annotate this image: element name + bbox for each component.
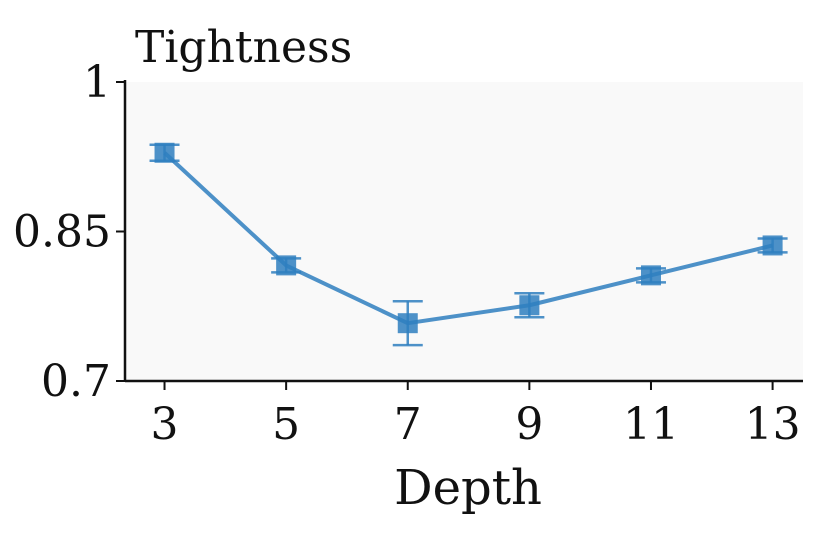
data-point-marker: [762, 235, 783, 256]
data-point-marker: [276, 255, 297, 276]
data-point-marker: [397, 313, 418, 334]
x-tick-label: 9: [515, 399, 543, 450]
y-tick-label: 0.85: [13, 207, 111, 258]
x-axis-title: Depth: [394, 460, 542, 516]
x-ticks: 3 5 7 9 11 13: [151, 381, 801, 450]
y-tick-label: 1: [83, 57, 111, 108]
plot-area-background: [125, 82, 803, 381]
x-tick-label: 11: [623, 399, 679, 450]
chart-title: Tightness: [135, 22, 352, 73]
data-point-marker: [640, 265, 661, 286]
data-point-marker: [154, 142, 175, 163]
data-point-marker: [519, 295, 540, 316]
y-ticks: 0.7 0.85 1: [13, 57, 125, 407]
series-layer: [149, 142, 788, 347]
x-tick-label: 5: [272, 399, 300, 450]
x-tick-label: 13: [745, 399, 801, 450]
x-tick-label: 3: [151, 399, 179, 450]
x-tick-label: 7: [394, 399, 422, 450]
y-tick-label: 0.7: [41, 356, 111, 407]
series-line: [163, 151, 774, 326]
